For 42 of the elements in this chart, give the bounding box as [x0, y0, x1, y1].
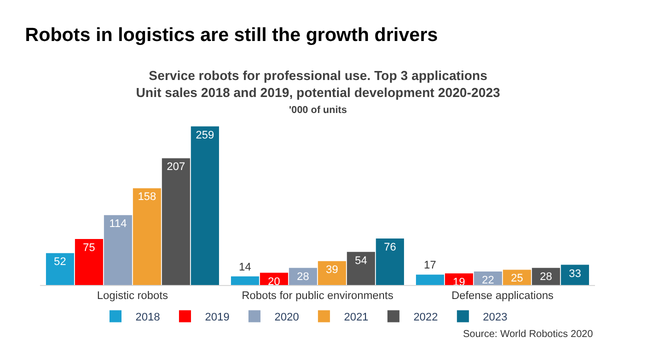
- legend-label: 2018: [136, 311, 160, 324]
- bar: [132, 188, 162, 285]
- legend-label: 2021: [344, 311, 368, 324]
- data-label: 158: [138, 191, 156, 204]
- bar: [560, 264, 590, 285]
- legend-label: 2022: [413, 311, 438, 324]
- chart-subtitle: Service robots for professional use. Top 3 applications Unit sales 2018 and 2019, potential development 2020-2023: [136, 68, 500, 100]
- bar: [376, 238, 404, 285]
- source-note: Source: World Robotics 2020: [463, 329, 594, 340]
- data-label: 52: [54, 256, 66, 268]
- bar: [190, 126, 220, 285]
- data-label: 76: [384, 241, 396, 254]
- data-label: 25: [510, 272, 524, 285]
- data-label: 20: [268, 276, 280, 288]
- data-label: 39: [326, 264, 338, 276]
- data-label: 75: [82, 242, 96, 254]
- data-label: 17: [424, 260, 436, 272]
- bar: [104, 215, 132, 285]
- x-tick-label: Logistic robots: [97, 290, 168, 302]
- legend-label: 2020: [274, 311, 299, 324]
- x-tick-label: Robots for public environments: [242, 290, 394, 302]
- bar: [230, 276, 260, 285]
- legend-label: 2019: [204, 311, 230, 324]
- chart-title: Robots in logistics are still the growth drivers: [25, 25, 438, 46]
- bar: [346, 252, 376, 285]
- data-label: 54: [354, 254, 368, 267]
- x-tick-label: Defense applications: [451, 290, 554, 302]
- data-label: 22: [482, 274, 494, 287]
- text: '000 of units: [289, 105, 348, 116]
- data-label: 33: [568, 268, 582, 280]
- data-label: 114: [109, 218, 127, 230]
- data-label: 28: [540, 270, 552, 283]
- bar: [74, 239, 104, 285]
- bar: [318, 261, 346, 285]
- legend-label: 2023: [482, 311, 508, 324]
- bar: [46, 253, 74, 285]
- bar: [416, 274, 444, 285]
- data-label: 207: [166, 161, 186, 174]
- data-label: 259: [196, 129, 214, 142]
- data-label: 28: [296, 270, 310, 283]
- data-label: 14: [238, 261, 252, 274]
- bar: [162, 158, 190, 285]
